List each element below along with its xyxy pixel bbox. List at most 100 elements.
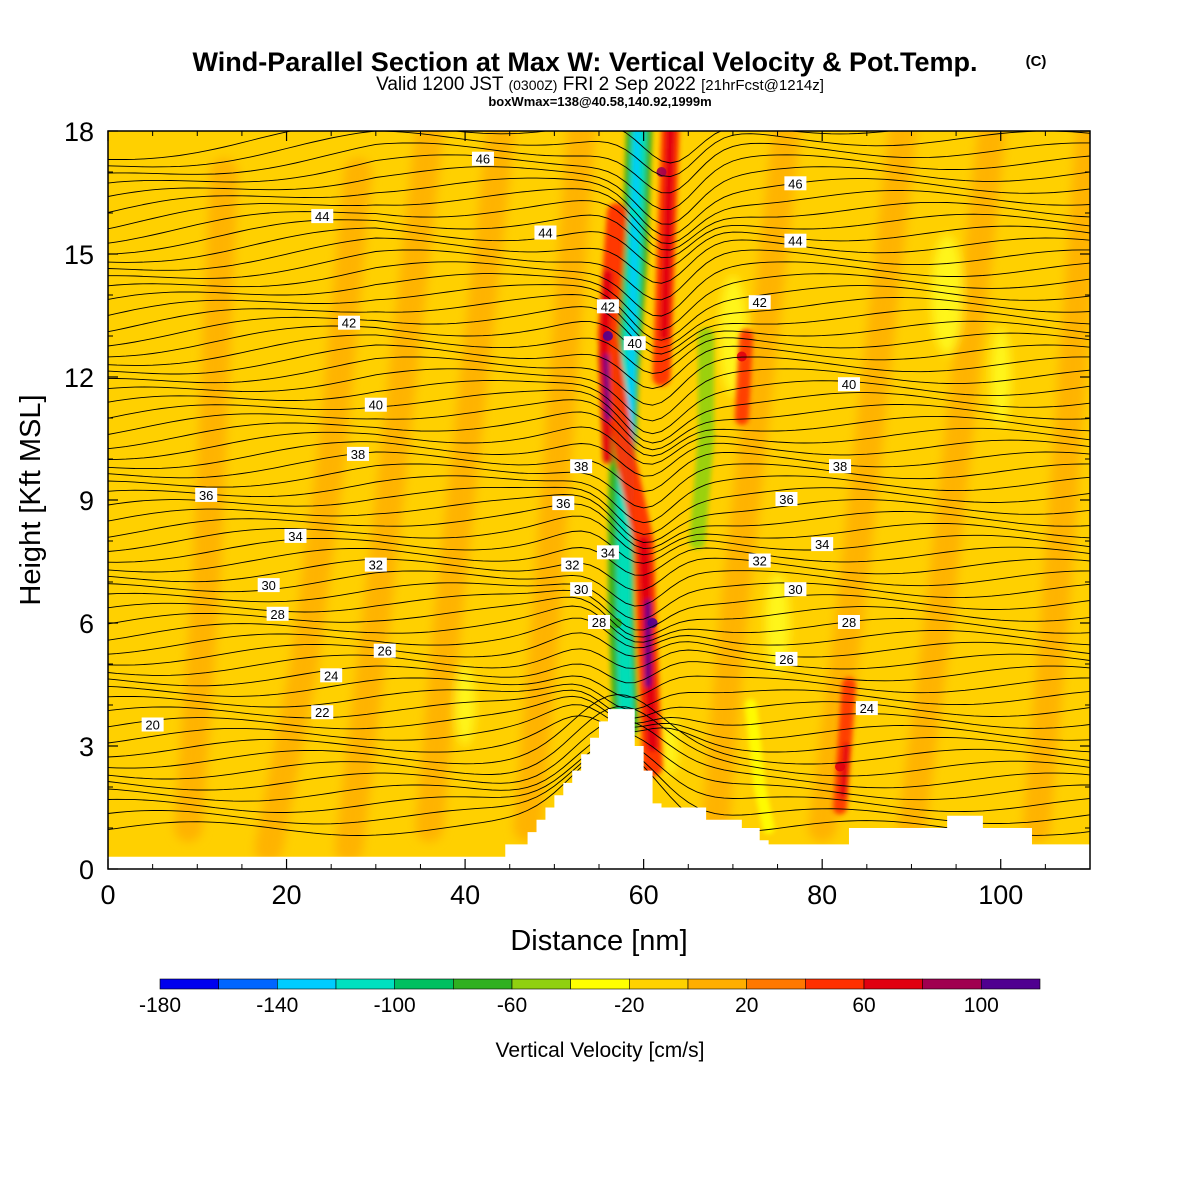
contour-label-text: 24 [324,668,338,683]
colorbar-swatch [804,978,865,990]
contour-label: 42 [748,295,771,310]
theta-contour [108,177,1090,236]
x-axis-label: Distance [nm] [510,925,687,957]
w-feature-5 [611,618,622,628]
contour-label: 32 [364,557,387,573]
x-axis: 0 20 40 60 80 100 [100,131,1046,910]
colorbar-swatch [452,978,513,990]
theta-contour [108,389,1090,444]
theta-contour [108,515,1090,556]
contour-label: 44 [534,225,557,241]
contour-label-text: 28 [592,615,606,630]
contour-label: 38 [829,459,852,474]
colorbar-swatch [218,978,278,990]
contour-label-text: 30 [574,582,588,597]
contour-label: 36 [552,496,575,511]
colorbar-swatch [863,978,924,990]
contour-label-text: 34 [601,545,615,560]
contour-label: 32 [561,557,584,573]
theta-contour [108,426,1090,465]
colorbar-swatch [980,978,1041,990]
contour-label: 34 [284,528,307,544]
contour-label: 38 [346,446,369,462]
contour-label: 30 [570,582,593,597]
box-info: boxWmax=138@40.58,140.92,1999m [488,94,711,109]
theta-contour [108,582,1090,621]
contour-label-text: 32 [565,558,579,573]
y-tick-label: 9 [79,486,94,516]
contour-label-text: 34 [815,537,829,552]
y-tick-label: 15 [64,240,94,270]
theta-contour [108,368,1090,422]
x-tick-label: 100 [978,880,1023,910]
colorbar-swatch [335,978,396,990]
theta-contour [108,694,1090,769]
contour-label-text: 32 [369,558,383,573]
theta-contour [108,695,1090,730]
theta-contour [108,648,1090,676]
contour-label-text: 36 [779,492,793,507]
theta-contour [108,154,1090,210]
colorbar-tick-label: -180 [139,994,181,1017]
colorbar-tick-label: 100 [964,994,999,1017]
contour-label-text: 22 [315,705,329,720]
theta-contour [108,632,1090,666]
contour-label-text: 24 [860,701,874,716]
x-tick-label: 40 [450,880,480,910]
contour-label: 40 [837,377,860,392]
theta-contour [108,284,1090,341]
contour-label-text: 38 [833,459,847,474]
contour-label-text: 28 [842,615,856,630]
y-tick-label: 3 [79,732,94,762]
colorbar-tick-label: 60 [852,994,875,1017]
theta-contour [108,380,1090,435]
x-tick-label: 0 [100,880,115,910]
theta-contour [108,237,1090,284]
theta-contour [108,332,1090,374]
contour-label-text: 38 [574,459,588,474]
theta-contour [108,356,1090,406]
y-tick-label: 18 [64,117,94,147]
theta-contour [108,399,1090,451]
theta-contour [108,142,1090,194]
colorbar-swatch [570,978,630,990]
colorbar-tick-label: -100 [374,994,416,1017]
contour-label-text: 44 [788,234,802,249]
colorbar-tick-label: -140 [256,994,298,1017]
contour-label-text: 34 [288,529,302,544]
contour-label: 44 [784,233,807,249]
contour-label-text: 40 [369,398,383,413]
theta-contour [108,557,1090,591]
theta-contour [108,320,1090,363]
contour-label: 28 [837,615,860,630]
contour-label: 28 [266,606,289,622]
contour-label: 38 [570,459,593,474]
theta-contour [108,530,1090,564]
valid-date: FRI 2 Sep 2022 [563,74,696,95]
theta-contour [108,675,1090,698]
theta-contour [108,486,1090,535]
contour-label-text: 42 [752,295,766,310]
copyright-mark: (C) [1026,53,1047,70]
contour-label-text: 30 [788,582,802,597]
valid-time-line: Valid 1200 JST (0300Z) FRI 2 Sep 2022 [2… [376,74,824,95]
theta-contour [108,213,1090,259]
contour-label: 32 [748,553,771,569]
contour-label: 46 [784,176,807,191]
contour-label: 46 [471,151,494,167]
colorbar-swatch [276,978,337,990]
contour-label: 26 [373,643,396,659]
contour-label: 44 [311,209,334,224]
colorbar-swatch [159,978,220,990]
vertical-velocity-field [174,131,1090,863]
theta-contour [108,683,1090,710]
chart-title: Wind-Parallel Section at Max W: Vertical… [193,47,978,77]
theta-contour [108,451,1090,493]
y-tick-label: 0 [79,855,94,885]
colorbar-swatch [394,978,454,990]
theta-contour [108,188,1090,245]
contour-label: 22 [311,705,334,720]
contour-label-text: 26 [779,652,793,667]
contour-label-text: 20 [145,718,159,733]
